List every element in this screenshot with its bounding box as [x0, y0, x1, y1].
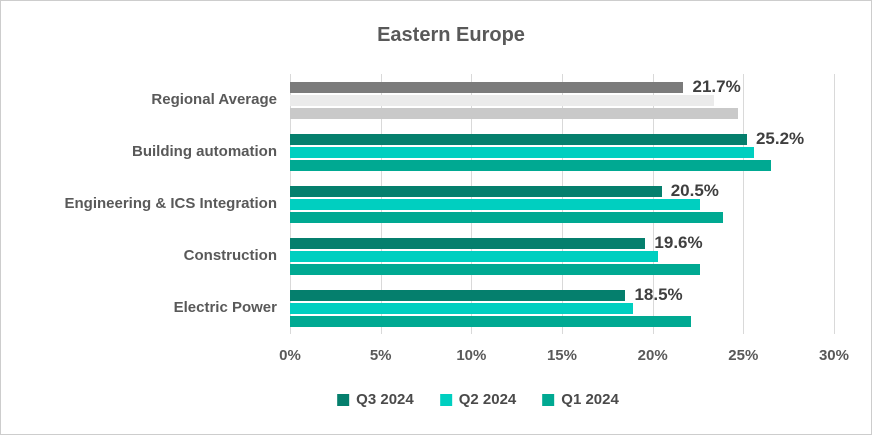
category-label: Building automation: [132, 143, 277, 160]
x-tick-label: 10%: [456, 347, 487, 364]
category-label: Construction: [183, 247, 277, 264]
category-label: Electric Power: [173, 299, 277, 316]
legend-item: Q1 2024: [542, 391, 619, 408]
bar-q3-2024: [290, 133, 747, 145]
x-tick-label: 20%: [637, 347, 668, 364]
category-label: Engineering & ICS Integration: [64, 195, 277, 212]
bar-q2-2024: [290, 199, 700, 210]
legend-swatch: [337, 393, 350, 406]
legend-label: Q2 2024: [458, 391, 517, 408]
bar-q1-2024: [290, 316, 691, 328]
category-label: Regional Average: [151, 91, 277, 108]
data-label: 20.5%: [670, 181, 719, 201]
chart-title: Eastern Europe: [377, 24, 525, 46]
legend-label: Q3 2024: [356, 391, 414, 408]
bar-q2-2024: [290, 303, 633, 314]
data-label: 21.7%: [692, 77, 741, 97]
bar-q3-2024: [290, 81, 684, 93]
bar-q3-2024: [290, 237, 646, 249]
bar-q1-2024: [290, 264, 700, 276]
x-tick-label: 5%: [369, 347, 392, 364]
legend-item: Q3 2024: [337, 391, 414, 408]
gridline: [743, 74, 745, 334]
bar-q1-2024: [290, 108, 738, 120]
bar-q2-2024: [290, 147, 755, 158]
legend-swatch: [542, 393, 555, 406]
legend-swatch: [439, 393, 452, 406]
legend-item: Q2 2024: [439, 391, 517, 408]
bar-q2-2024: [290, 95, 715, 106]
data-label: 25.2%: [755, 129, 805, 149]
legend-label: Q1 2024: [561, 391, 619, 408]
legend: Q3 2024 Q2 2024 Q1 2024: [337, 391, 619, 408]
bar-q1-2024: [290, 212, 724, 224]
bar-q3-2024: [290, 289, 626, 301]
gridline: [833, 74, 835, 334]
data-label: 19.6%: [654, 233, 703, 253]
x-tick-label: 25%: [728, 347, 759, 364]
x-tick-label: 15%: [546, 347, 577, 364]
x-tick-label: 30%: [818, 347, 849, 364]
bar-q2-2024: [290, 251, 659, 262]
bar-q1-2024: [290, 160, 771, 172]
data-label: 18.5%: [634, 285, 683, 305]
bar-q3-2024: [290, 185, 662, 197]
x-tick-label: 0%: [279, 347, 301, 364]
